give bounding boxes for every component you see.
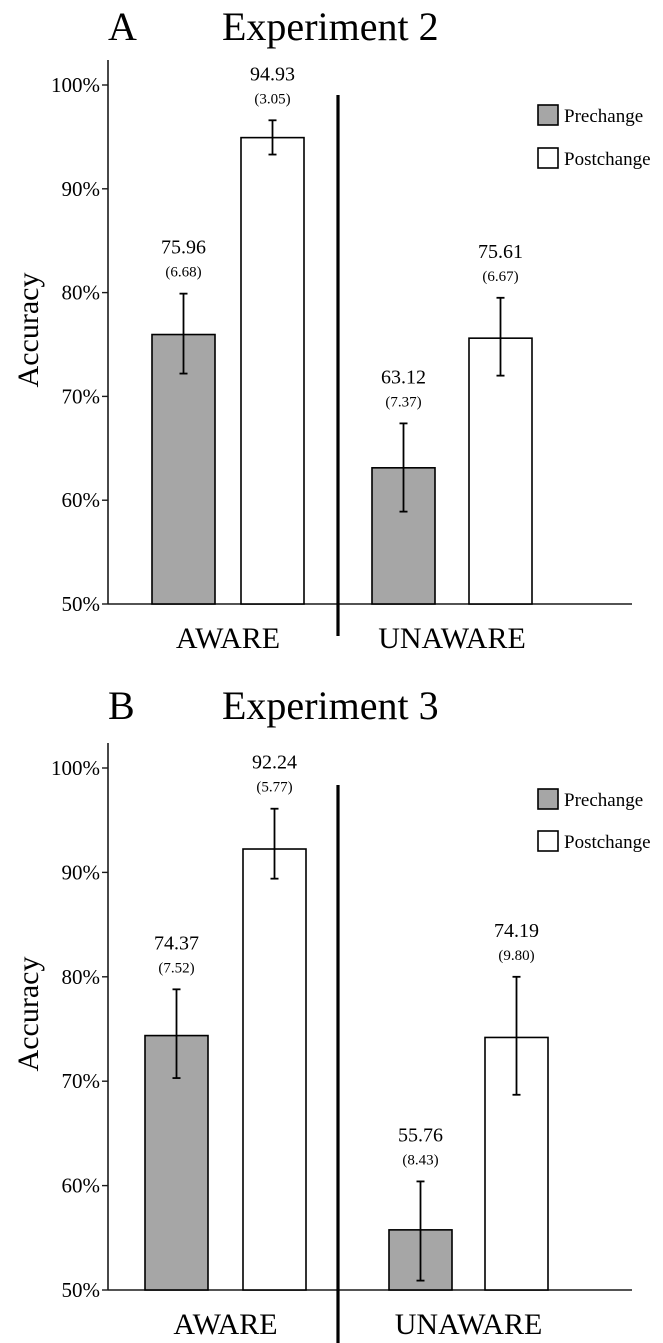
axes: 50% 60% 70% 80% 90% 100% AWARE UNAWARE bbox=[51, 743, 632, 1343]
error-bars bbox=[179, 119, 505, 513]
panel-a: A Experiment 2 Accuracy 50% 60% 70% 80% 90% 1… bbox=[12, 4, 651, 655]
data-label-sd: (6.67) bbox=[482, 269, 518, 285]
legend-label: Postchange bbox=[564, 149, 651, 170]
x-category-label: UNAWARE bbox=[378, 622, 526, 655]
bar-prechange bbox=[151, 333, 216, 605]
y-tick-label: 90% bbox=[62, 860, 101, 884]
chart-title: Experiment 3 bbox=[222, 683, 439, 728]
legend-label: Prechange bbox=[564, 790, 643, 811]
y-axis-label: Accuracy bbox=[12, 957, 45, 1072]
chart-title: Experiment 2 bbox=[222, 4, 439, 49]
data-label-mean: 92.24 bbox=[252, 752, 297, 774]
data-label-sd: (5.77) bbox=[256, 780, 292, 796]
legend-label: Prechange bbox=[564, 106, 643, 127]
panel-letter: B bbox=[108, 683, 135, 728]
bars bbox=[151, 136, 533, 605]
legend: Prechange Postchange bbox=[537, 788, 651, 853]
data-label-sd: (9.80) bbox=[498, 948, 534, 964]
data-label-mean: 74.37 bbox=[154, 932, 199, 954]
y-tick-label: 90% bbox=[62, 177, 101, 201]
y-tick-label: 60% bbox=[62, 1174, 101, 1198]
x-category-label: AWARE bbox=[173, 1308, 277, 1341]
y-tick-label: 100% bbox=[51, 73, 100, 97]
y-tick-label: 50% bbox=[62, 1278, 101, 1302]
y-tick-label: 60% bbox=[62, 488, 101, 512]
data-label-mean: 75.96 bbox=[161, 237, 206, 259]
bar-postchange bbox=[242, 848, 307, 1291]
data-label-mean: 55.76 bbox=[398, 1124, 443, 1146]
y-tick-label: 80% bbox=[62, 965, 101, 989]
bar-postchange bbox=[240, 136, 305, 605]
panel-b: B Experiment 3 Accuracy 50% 60% 70% 80% 90% 1… bbox=[12, 683, 651, 1343]
panel-letter: A bbox=[108, 4, 137, 49]
legend-label: Postchange bbox=[564, 832, 651, 853]
data-labels: 75.96 (6.68) 63.12 (7.37) 94.93 (3.05) 75.61 (6… bbox=[161, 63, 523, 410]
data-label-sd: (7.52) bbox=[158, 960, 194, 976]
data-label-sd: (7.37) bbox=[385, 394, 421, 410]
legend-swatch-postchange bbox=[537, 830, 559, 852]
data-label-mean: 63.12 bbox=[381, 366, 426, 388]
data-label-mean: 75.61 bbox=[478, 241, 523, 263]
y-tick-label: 70% bbox=[62, 384, 101, 408]
data-label-sd: (8.43) bbox=[402, 1152, 438, 1168]
legend: Prechange Postchange bbox=[537, 104, 651, 170]
bar-postchange bbox=[468, 337, 533, 605]
y-axis-label: Accuracy bbox=[12, 273, 45, 388]
data-label-mean: 94.93 bbox=[250, 63, 295, 85]
data-label-sd: (6.68) bbox=[165, 265, 201, 281]
y-tick-label: 100% bbox=[51, 756, 100, 780]
legend-swatch-postchange bbox=[537, 147, 559, 169]
data-label-mean: 74.19 bbox=[494, 920, 539, 942]
x-category-label: UNAWARE bbox=[395, 1308, 543, 1341]
y-tick-label: 70% bbox=[62, 1069, 101, 1093]
error-bars bbox=[172, 807, 521, 1282]
data-labels: 74.37 (7.52) 55.76 (8.43) 92.24 (5.77) 74.19 (9… bbox=[154, 752, 539, 1169]
legend-swatch-prechange bbox=[537, 104, 559, 126]
data-label-sd: (3.05) bbox=[254, 91, 290, 107]
y-tick-label: 50% bbox=[62, 592, 101, 616]
x-category-label: AWARE bbox=[176, 622, 280, 655]
legend-swatch-prechange bbox=[537, 788, 559, 810]
y-tick-label: 80% bbox=[62, 281, 101, 305]
